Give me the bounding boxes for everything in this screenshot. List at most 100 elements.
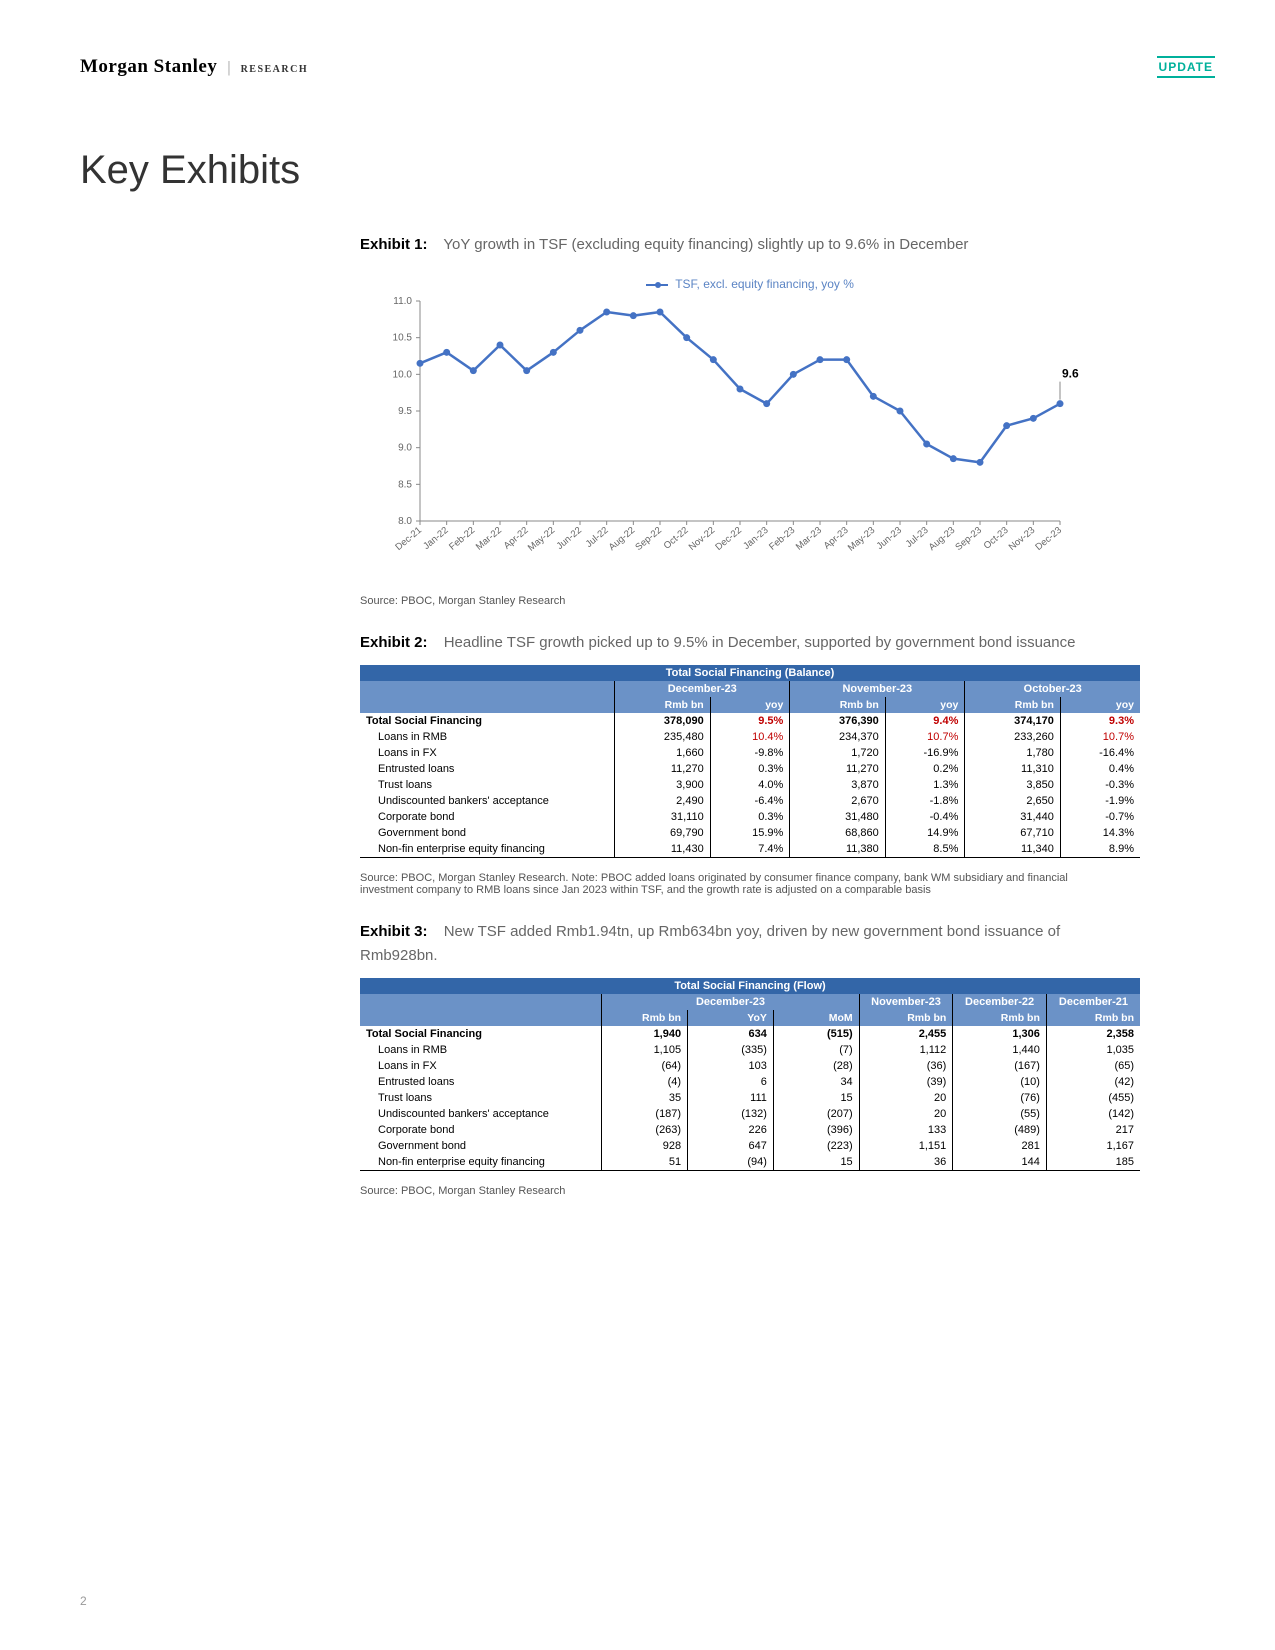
- row-label: Entrusted loans: [360, 761, 615, 777]
- table-cell: 67,710: [965, 825, 1061, 841]
- table-period-header: December-22: [953, 994, 1047, 1010]
- brand-research: RESEARCH: [241, 64, 309, 75]
- table-period-header: December-21: [1046, 994, 1140, 1010]
- exhibit1-chart: TSF, excl. equity financing, yoy % 8.08.…: [360, 267, 1140, 581]
- table-row: Entrusted loans11,2700.3%11,2700.2%11,31…: [360, 761, 1140, 777]
- table-cell: (142): [1046, 1106, 1140, 1122]
- table-cell: (515): [773, 1026, 859, 1042]
- svg-text:Aug-22: Aug-22: [607, 525, 638, 553]
- brand-name: Morgan Stanley: [80, 56, 217, 78]
- table-cell: -16.4%: [1060, 745, 1140, 761]
- table-cell: 10.4%: [710, 729, 790, 745]
- table-subhead: Rmb bn: [602, 1010, 688, 1026]
- table-cell: 1,167: [1046, 1138, 1140, 1154]
- row-label: Corporate bond: [360, 1122, 602, 1138]
- table-period-header: October-23: [965, 681, 1140, 697]
- table-cell: 0.2%: [885, 761, 965, 777]
- table-period-header: November-23: [790, 681, 965, 697]
- table-cell: (64): [602, 1058, 688, 1074]
- table-cell: 1,440: [953, 1042, 1047, 1058]
- row-label: Government bond: [360, 1138, 602, 1154]
- table-cell: 14.9%: [885, 825, 965, 841]
- svg-text:Jul-23: Jul-23: [904, 525, 931, 550]
- table-cell: 10.7%: [885, 729, 965, 745]
- table-cell: 7.4%: [710, 841, 790, 858]
- table-cell: (4): [602, 1074, 688, 1090]
- table-cell: -0.7%: [1060, 809, 1140, 825]
- table-subhead: Rmb bn: [859, 1010, 953, 1026]
- table-cell: 31,440: [965, 809, 1061, 825]
- table-row: Government bond69,79015.9%68,86014.9%67,…: [360, 825, 1140, 841]
- table-cell: 2,650: [965, 793, 1061, 809]
- exhibit1-source: Source: PBOC, Morgan Stanley Research: [360, 595, 1140, 607]
- table-cell: (207): [773, 1106, 859, 1122]
- row-label: Entrusted loans: [360, 1074, 602, 1090]
- table-cell: 9.5%: [710, 713, 790, 729]
- svg-text:May-23: May-23: [846, 525, 877, 554]
- table-cell: (132): [688, 1106, 774, 1122]
- table-cell: 15: [773, 1154, 859, 1171]
- table-cell: 144: [953, 1154, 1047, 1171]
- table-row: Corporate bond(263)226(396)133(489)217: [360, 1122, 1140, 1138]
- table-subhead: Rmb bn: [790, 697, 886, 713]
- table-cell: 6: [688, 1074, 774, 1090]
- table-subhead: Rmb bn: [1046, 1010, 1140, 1026]
- table-cell: 185: [1046, 1154, 1140, 1171]
- table-period-header: December-23: [602, 994, 859, 1010]
- row-label: Loans in RMB: [360, 729, 615, 745]
- svg-text:Nov-22: Nov-22: [687, 525, 718, 553]
- table-cell: 36: [859, 1154, 953, 1171]
- table-cell: (263): [602, 1122, 688, 1138]
- svg-text:Oct-23: Oct-23: [982, 525, 1011, 552]
- exhibit3-caption: Exhibit 3: New TSF added Rmb1.94tn, up R…: [360, 920, 1140, 968]
- table-subhead: Rmb bn: [953, 1010, 1047, 1026]
- row-label: Corporate bond: [360, 809, 615, 825]
- table-subhead: yoy: [1060, 697, 1140, 713]
- table-cell: 11,340: [965, 841, 1061, 858]
- update-badge: UPDATE: [1157, 56, 1215, 78]
- table-cell: 1,151: [859, 1138, 953, 1154]
- svg-text:Aug-23: Aug-23: [927, 525, 958, 553]
- table-cell: 3,870: [790, 777, 886, 793]
- page-number: 2: [80, 1594, 87, 1608]
- table-cell: (36): [859, 1058, 953, 1074]
- table-cell: (396): [773, 1122, 859, 1138]
- table-cell: 1,720: [790, 745, 886, 761]
- svg-text:Dec-22: Dec-22: [713, 525, 744, 553]
- svg-text:May-22: May-22: [526, 525, 557, 554]
- table-cell: 2,670: [790, 793, 886, 809]
- table-row: Entrusted loans(4)634(39)(10)(42): [360, 1074, 1140, 1090]
- table-cell: 226: [688, 1122, 774, 1138]
- svg-text:Feb-22: Feb-22: [447, 525, 477, 553]
- exhibit3-source: Source: PBOC, Morgan Stanley Research: [360, 1185, 1140, 1197]
- svg-text:Sep-22: Sep-22: [633, 525, 664, 553]
- exhibit3-label: Exhibit 3:: [360, 923, 428, 940]
- table-cell: -16.9%: [885, 745, 965, 761]
- exhibit2-table-title: Total Social Financing (Balance): [360, 665, 1140, 681]
- table-row: Undiscounted bankers' acceptance2,490-6.…: [360, 793, 1140, 809]
- table-row: Total Social Financing378,0909.5%376,390…: [360, 713, 1140, 729]
- table-cell: 10.7%: [1060, 729, 1140, 745]
- exhibit1-caption: Exhibit 1: YoY growth in TSF (excluding …: [360, 233, 1140, 257]
- table-cell: (335): [688, 1042, 774, 1058]
- exhibit3-table: Total Social Financing (Flow)December-23…: [360, 978, 1140, 1171]
- exhibit1-legend-text: TSF, excl. equity financing, yoy %: [675, 277, 854, 291]
- table-cell: 0.3%: [710, 809, 790, 825]
- table-cell: 9.4%: [885, 713, 965, 729]
- table-subhead: Rmb bn: [965, 697, 1061, 713]
- svg-text:Dec-23: Dec-23: [1033, 525, 1064, 553]
- table-cell: 4.0%: [710, 777, 790, 793]
- svg-text:11.0: 11.0: [393, 296, 412, 307]
- table-row: Loans in RMB1,105(335)(7)1,1121,4401,035: [360, 1042, 1140, 1058]
- table-cell: (65): [1046, 1058, 1140, 1074]
- table-row: Undiscounted bankers' acceptance(187)(13…: [360, 1106, 1140, 1122]
- exhibit2-caption: Exhibit 2: Headline TSF growth picked up…: [360, 631, 1140, 655]
- table-cell: -0.3%: [1060, 777, 1140, 793]
- table-cell: (42): [1046, 1074, 1140, 1090]
- exhibit2-label: Exhibit 2:: [360, 634, 428, 651]
- exhibit2-caption-text: Headline TSF growth picked up to 9.5% in…: [444, 634, 1076, 651]
- table-cell: 14.3%: [1060, 825, 1140, 841]
- table-cell: -0.4%: [885, 809, 965, 825]
- table-row: Trust loans351111520(76)(455): [360, 1090, 1140, 1106]
- table-cell: 3,850: [965, 777, 1061, 793]
